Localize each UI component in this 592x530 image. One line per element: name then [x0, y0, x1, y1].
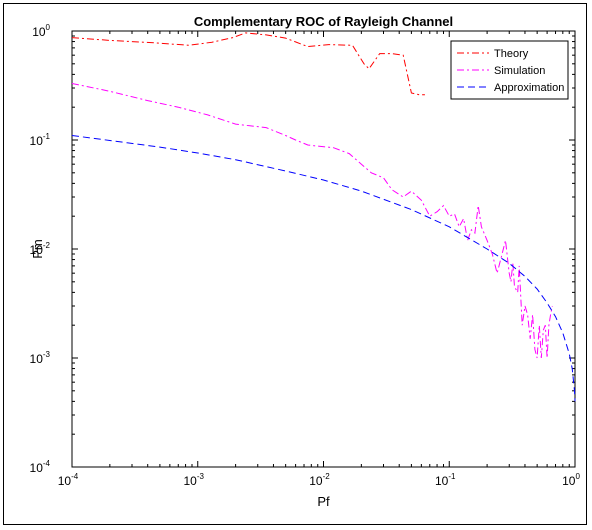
x-tick-label: 10-2: [309, 472, 330, 488]
x-tick-label: 100: [562, 472, 580, 488]
x-tick-label: 10-4: [58, 472, 79, 488]
x-axis-label: Pf: [317, 494, 330, 509]
series-line-simulation: [71, 83, 553, 359]
series-layer: [71, 32, 576, 402]
plot-area: [71, 30, 576, 468]
y-tick-label: 10-4: [30, 459, 51, 475]
legend-label-simulation: Simulation: [494, 65, 545, 77]
axis-ticks: 10-4 10-4 10-3 10-3 10-2 10-2 10-1 10-1 100 100: [30, 23, 581, 488]
y-tick-label: 10-3: [30, 350, 51, 366]
legend-label-approximation: Approximation: [494, 82, 564, 94]
legend: Theory Simulation Approximation: [450, 40, 569, 100]
x-tick-label: 10-3: [184, 472, 205, 488]
y-tick-label: 100: [32, 23, 50, 39]
chart-title: Complementary ROC of Rayleigh Channel: [194, 14, 453, 29]
legend-box: [450, 40, 569, 100]
y-tick-label: 10-1: [30, 132, 51, 148]
series-line-approximation: [71, 135, 576, 402]
legend-label-theory: Theory: [494, 48, 529, 60]
x-tick-label: 10-1: [435, 472, 456, 488]
y-tick-label: 10-2: [30, 241, 51, 257]
y-axis-label: Pm: [30, 239, 45, 259]
series-line-theory: [71, 32, 425, 96]
